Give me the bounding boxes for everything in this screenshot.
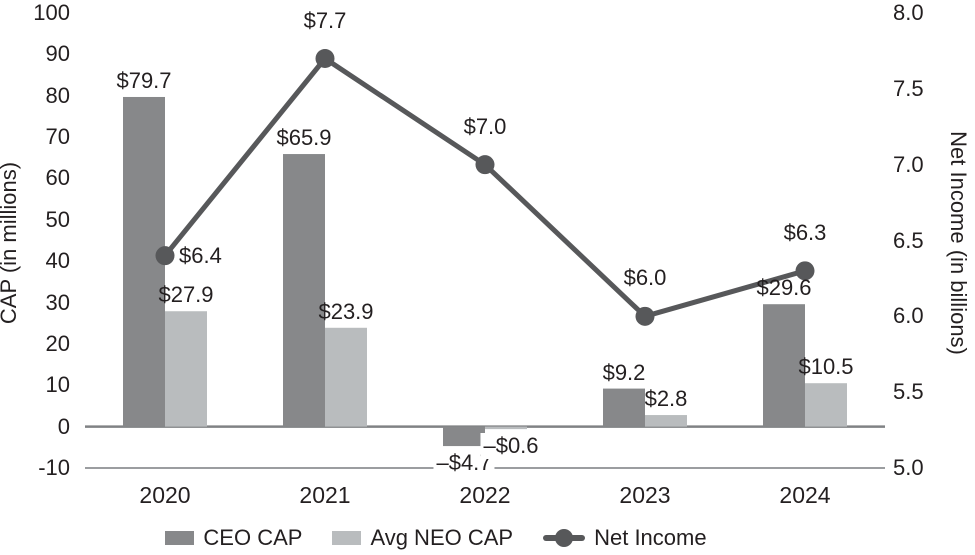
net-income-marker-2020 (155, 246, 175, 266)
net-income-marker-2024 (795, 261, 815, 281)
legend-item-ceo-cap: CEO CAP (165, 527, 302, 549)
bar-ceo-cap-2021 (283, 154, 325, 427)
bar-avg-neo-cap-2024 (805, 383, 847, 427)
legend-label: Avg NEO CAP (370, 525, 514, 550)
bar-avg-neo-cap-2020 (165, 311, 207, 427)
bar-ceo-cap-2023 (603, 388, 645, 427)
legend-label: CEO CAP (203, 525, 303, 550)
legend-swatch-icon (165, 531, 195, 545)
bar-ceo-cap-2022 (443, 426, 485, 447)
legend-line-dot (555, 529, 574, 547)
legend-line-marker-icon (543, 529, 586, 547)
legend-item-avg-neo-cap: Avg NEO CAP (332, 527, 513, 549)
bar-avg-neo-cap-2023 (645, 415, 687, 427)
legend-label: Net Income (594, 525, 707, 550)
net-income-marker-2021 (315, 49, 335, 68)
net-income-marker-2023 (635, 306, 655, 326)
right-axis-title: Net Income (in billions) (946, 131, 971, 355)
bar-avg-neo-cap-2021 (325, 327, 367, 427)
left-axis-title: CAP (in millions) (0, 161, 21, 325)
bar-avg-neo-cap-2022 (485, 426, 527, 430)
bar-ceo-cap-2024 (763, 304, 805, 427)
legend: CEO CAP Avg NEO CAP Net Income (0, 527, 872, 549)
legend-swatch-icon (332, 531, 362, 545)
net-income-line (163, 56, 806, 319)
legend-item-net-income: Net Income (543, 527, 707, 549)
net-income-marker-2022 (475, 155, 495, 175)
